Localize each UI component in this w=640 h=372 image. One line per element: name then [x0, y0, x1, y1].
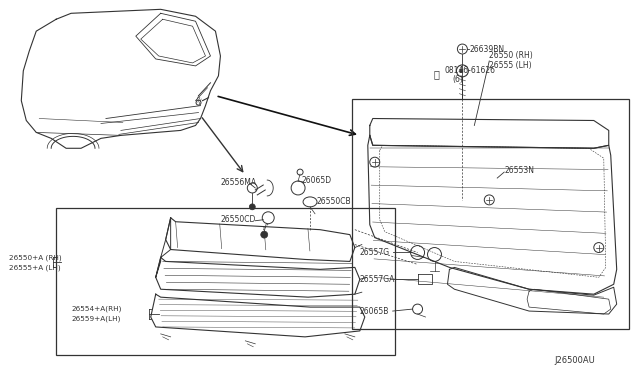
Text: B: B [458, 69, 463, 74]
Text: 26557G: 26557G [360, 248, 390, 257]
Text: 08146-61626: 08146-61626 [444, 66, 495, 76]
Text: 26065B: 26065B [360, 307, 389, 315]
Circle shape [250, 204, 255, 210]
Text: 26639BN: 26639BN [469, 45, 504, 54]
Text: ⒲: ⒲ [433, 69, 440, 79]
Text: 26550 (RH): 26550 (RH) [489, 51, 533, 61]
Text: 26550CD: 26550CD [220, 215, 256, 224]
Text: 26554+A(RH): 26554+A(RH) [71, 306, 122, 312]
Bar [352, 99, 628, 329]
Text: 26556MA: 26556MA [220, 177, 257, 186]
Text: J26500AU: J26500AU [554, 356, 595, 365]
Text: 26550+A (RH): 26550+A (RH) [10, 254, 62, 261]
Text: 26557GA: 26557GA [360, 275, 396, 284]
Text: 26555 (LH): 26555 (LH) [489, 61, 532, 70]
Text: 26065D: 26065D [301, 176, 332, 185]
Text: (6): (6) [452, 75, 463, 84]
Text: 26555+A (LH): 26555+A (LH) [10, 264, 61, 271]
Text: 26550CB: 26550CB [316, 198, 351, 206]
Bar [56, 208, 395, 355]
Circle shape [260, 231, 268, 238]
Text: 26559+A(LH): 26559+A(LH) [71, 316, 120, 322]
Text: 26553N: 26553N [504, 166, 534, 174]
